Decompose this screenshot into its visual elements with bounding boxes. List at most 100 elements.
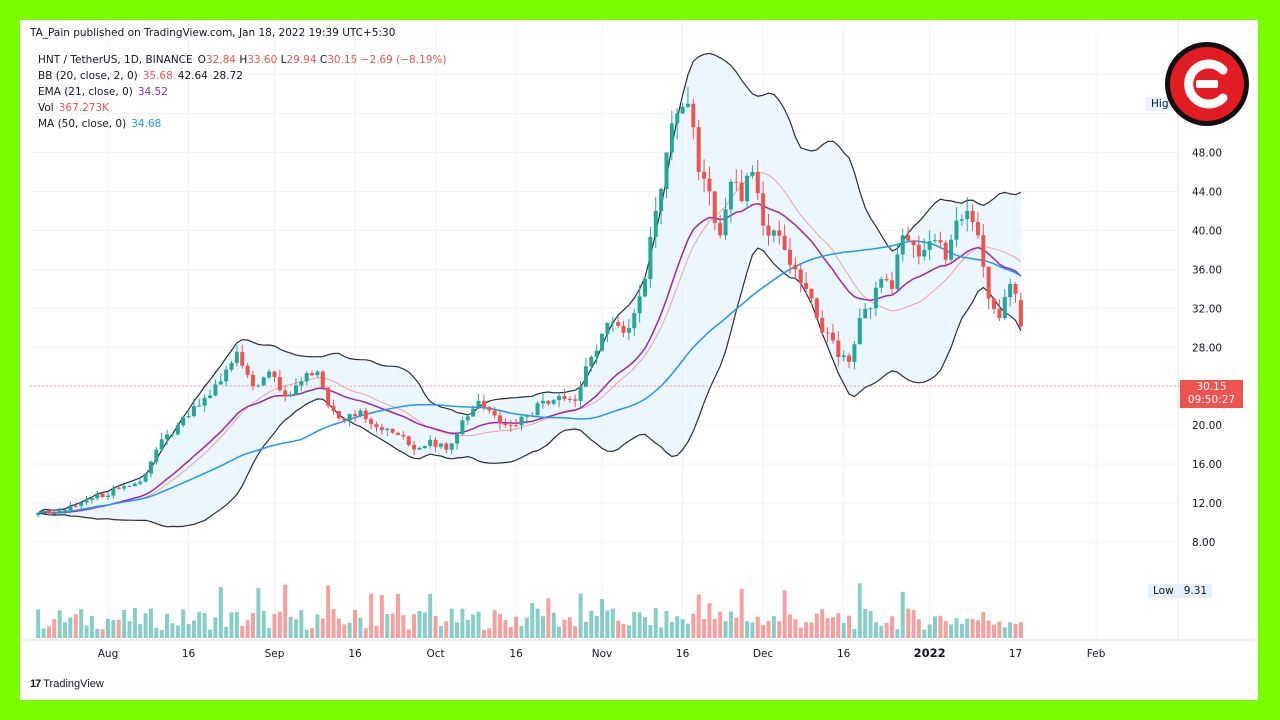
candle-body (1002, 297, 1007, 319)
candle-body (702, 171, 707, 179)
volume-bar (374, 626, 379, 638)
candle-body (138, 481, 143, 484)
volume-bar (965, 618, 970, 638)
volume-bars (36, 583, 1023, 638)
volume-bar (73, 614, 78, 638)
candle-body (605, 322, 610, 334)
bb-basis-line (38, 171, 1022, 514)
volume-bar (675, 616, 680, 638)
volume-bar (288, 616, 293, 638)
candle-body (884, 279, 889, 281)
candle-body (949, 239, 954, 260)
candle-body (213, 384, 218, 396)
candle-body (111, 487, 116, 496)
volume-bar (412, 614, 417, 638)
volume-bar (787, 614, 792, 638)
candle-body (734, 181, 739, 183)
last-price-tag: 30.15 09:50:27 (1180, 380, 1243, 408)
candle-body (46, 510, 51, 514)
volume-bar (648, 624, 653, 638)
candle-body (234, 352, 239, 363)
volume-bar (508, 626, 513, 638)
candle-body (358, 410, 363, 417)
price-tick-label: 16.00 (1192, 459, 1222, 471)
volume-bar (750, 622, 755, 638)
volume-bar (283, 584, 288, 638)
candle-body (782, 235, 787, 250)
volume-bar (261, 610, 266, 638)
ohlc-close: C30.15 (319, 54, 358, 66)
volume-bar (224, 626, 229, 638)
volume-bar (36, 609, 41, 638)
volume-bar (449, 608, 454, 638)
badge-bar-icon (1196, 80, 1218, 88)
volume-bar (798, 627, 803, 638)
candle-body (932, 240, 937, 242)
candle-body (524, 415, 529, 417)
candle-body (659, 189, 664, 211)
candle-body (986, 266, 991, 299)
volume-bar (245, 620, 250, 638)
legend-ma-row[interactable]: MA (50, close, 0) 34.68 (38, 118, 166, 130)
candle-body (804, 283, 809, 289)
volume-bar (567, 617, 572, 638)
candle-body (546, 400, 551, 404)
volume-bar (138, 624, 143, 638)
volume-bar (390, 613, 395, 638)
candle-body (578, 386, 583, 401)
candle-body (771, 230, 776, 236)
candle-body (487, 407, 492, 411)
volume-bar (1002, 627, 1007, 638)
volume-bar (106, 619, 110, 638)
time-axis[interactable]: Aug 16 Sep 16 Oct 16 Nov 16 Dec 16 2022 17 Feb (98, 646, 1106, 660)
volume-bar (213, 617, 218, 638)
candle-body (175, 425, 180, 435)
symbol-label[interactable]: HNT / TetherUS, 1D, BINANCE (38, 54, 193, 66)
volume-bar (250, 612, 255, 638)
candle-body (857, 318, 862, 345)
candle-body (997, 309, 1002, 319)
candle-body (374, 424, 379, 428)
volume-bar (916, 619, 921, 638)
volume-bar (793, 619, 798, 638)
candle-body (224, 369, 229, 382)
volume-bar (438, 626, 443, 638)
bb-lower-value: 28.72 (212, 70, 243, 82)
candle-body (847, 355, 852, 362)
candle-body (272, 371, 277, 378)
volume-bar (519, 626, 524, 638)
tradingview-logo[interactable]: 17 TradingView (30, 678, 104, 690)
volume-bar (320, 618, 325, 638)
volume-bar (422, 612, 427, 638)
volume-bar (959, 623, 964, 638)
candle-body (589, 357, 594, 367)
price-axis[interactable]: 56.0052.0048.0044.0040.0036.0032.0028.00… (1192, 70, 1222, 550)
candle-body (433, 439, 438, 447)
volume-bar (331, 609, 336, 638)
volume-bar (589, 610, 594, 638)
volume-bar (116, 619, 121, 638)
volume-bar (202, 612, 207, 638)
ohlc-low: L29.94 (280, 54, 317, 66)
volume-bar (573, 626, 578, 638)
legend-bb-row[interactable]: BB (20, close, 2, 0) 35.68 42.64 28.72 (38, 70, 248, 82)
candle-body (460, 420, 465, 435)
volume-bar (954, 618, 959, 638)
volume-bar (68, 617, 73, 638)
volume-bar (680, 619, 685, 638)
tradingview-brand: TradingView (43, 678, 104, 690)
candle-body (250, 374, 255, 387)
candle-body (492, 410, 497, 416)
candle-body (326, 387, 331, 406)
candle-body (84, 499, 89, 503)
volume-bar (873, 622, 878, 638)
price-tick-label: 36.00 (1192, 264, 1222, 276)
volume-bar (385, 614, 390, 638)
volume-bar (476, 611, 481, 638)
candle-body (229, 362, 234, 370)
time-tick-label: 16 (182, 648, 196, 660)
legend-vol-row[interactable]: Vol 367.273K (38, 102, 114, 114)
time-tick-label: Dec (753, 648, 774, 660)
legend-ema-row[interactable]: EMA (21, close, 0) 34.52 (38, 86, 173, 98)
